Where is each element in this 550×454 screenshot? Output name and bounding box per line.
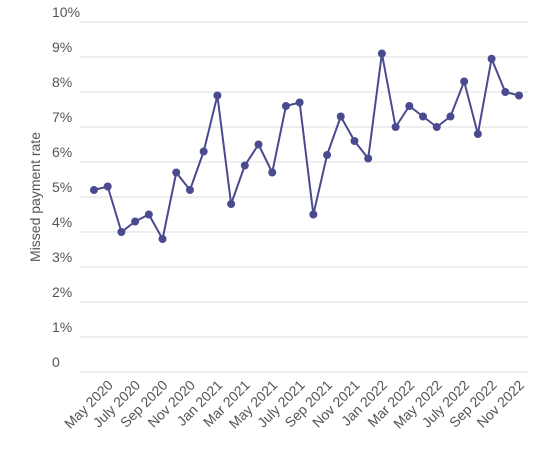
data-point bbox=[501, 88, 510, 96]
data-point bbox=[268, 168, 277, 177]
data-point bbox=[90, 186, 98, 194]
data-point bbox=[227, 200, 236, 208]
y-tick-label: 2% bbox=[52, 284, 72, 300]
data-point bbox=[515, 91, 523, 100]
y-axis-ticks: 0 1% 2% 3% 4% 5% 6% 7% 8% 9% 10% bbox=[52, 4, 80, 370]
data-points bbox=[90, 49, 523, 243]
data-point bbox=[213, 91, 222, 100]
y-axis-label: Missed payment rate bbox=[27, 132, 43, 262]
data-point bbox=[336, 112, 345, 121]
y-tick-label: 4% bbox=[52, 214, 72, 230]
data-point bbox=[487, 54, 496, 63]
data-point bbox=[240, 161, 249, 170]
data-point bbox=[199, 147, 208, 156]
data-point bbox=[405, 102, 414, 110]
y-tick-label: 8% bbox=[52, 74, 72, 90]
data-point bbox=[117, 228, 126, 236]
data-point bbox=[295, 98, 304, 107]
data-point bbox=[323, 151, 332, 159]
data-point bbox=[391, 123, 400, 131]
data-point bbox=[350, 137, 359, 145]
data-point bbox=[377, 49, 386, 58]
data-point bbox=[185, 186, 194, 194]
data-point bbox=[158, 235, 167, 243]
y-tick-label: 5% bbox=[52, 179, 72, 195]
y-tick-label: 0 bbox=[52, 354, 60, 370]
data-point bbox=[254, 140, 263, 149]
gridlines bbox=[80, 21, 528, 373]
data-point bbox=[172, 168, 181, 177]
data-point bbox=[309, 210, 318, 219]
y-tick-label: 6% bbox=[52, 144, 72, 160]
data-point bbox=[131, 217, 140, 226]
y-tick-label: 1% bbox=[52, 319, 72, 335]
data-point bbox=[432, 123, 441, 131]
data-point bbox=[460, 77, 469, 86]
y-tick-label: 3% bbox=[52, 249, 72, 265]
series-line bbox=[93, 52, 520, 240]
y-tick-label: 9% bbox=[52, 39, 72, 55]
y-tick-label: 10% bbox=[52, 4, 80, 20]
data-point bbox=[281, 102, 290, 110]
data-point bbox=[103, 182, 112, 191]
data-point bbox=[144, 210, 153, 219]
y-tick-label: 7% bbox=[52, 109, 72, 125]
data-point bbox=[364, 154, 373, 163]
data-point bbox=[446, 112, 455, 121]
data-point bbox=[473, 130, 482, 138]
data-point bbox=[419, 112, 428, 121]
